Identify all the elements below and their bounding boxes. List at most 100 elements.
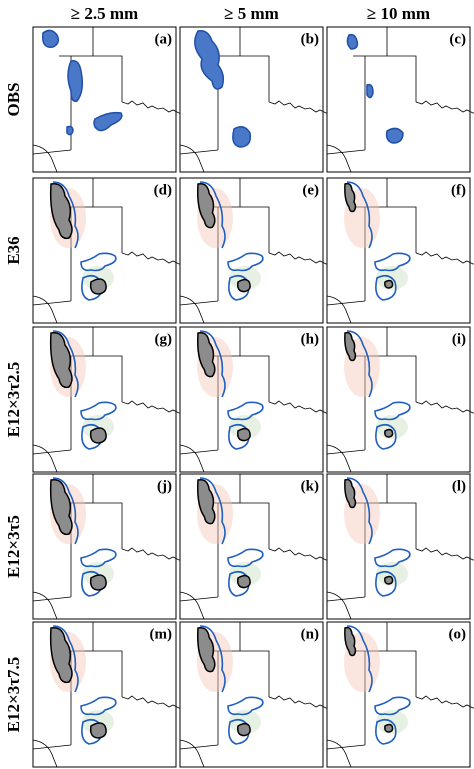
panel-label: (g): [155, 331, 173, 347]
probability-area: [89, 722, 107, 739]
state-borders: [179, 474, 328, 620]
probability-area: [237, 574, 251, 589]
panel: (g): [32, 326, 181, 473]
panel-label: (k): [301, 478, 319, 494]
panel: (b): [179, 26, 328, 173]
panel-label: (j): [157, 478, 172, 494]
observed-area: [41, 29, 60, 48]
state-borders: [179, 327, 328, 473]
observed-contour: [199, 330, 226, 398]
panel: (m): [32, 621, 181, 768]
panel-label: (e): [302, 182, 319, 198]
observed-contour: [346, 330, 373, 398]
panel: (l): [326, 473, 474, 620]
probability-area: [344, 478, 357, 509]
probability-area: [89, 574, 107, 591]
row-label: E36: [4, 236, 23, 264]
state-borders: [179, 622, 328, 768]
state-borders: [179, 27, 328, 173]
probability-area: [237, 278, 251, 293]
observed-contour: [228, 718, 250, 745]
panel-label: (l): [452, 478, 466, 494]
observed-contour: [80, 401, 117, 421]
probability-area: [197, 626, 216, 673]
probability-area: [344, 626, 357, 657]
observed-contour: [227, 252, 264, 272]
column-header: ≥ 10 mm: [367, 4, 430, 23]
observed-contour: [80, 252, 117, 272]
state-borders: [179, 178, 328, 324]
observed-contour: [52, 181, 79, 249]
probability-area: [384, 279, 394, 289]
observed-contour: [199, 477, 226, 545]
panel-label: (f): [451, 182, 466, 198]
column-header: ≥ 2.5 mm: [71, 4, 138, 23]
observed-area: [366, 83, 374, 99]
observed-contour: [227, 696, 264, 716]
probability-area: [384, 575, 394, 585]
observed-contour: [52, 477, 79, 545]
probability-area: [344, 182, 357, 213]
state-borders: [32, 327, 181, 473]
panel-label: (a): [155, 31, 173, 47]
observed-contour: [199, 625, 226, 693]
panel-label: (n): [301, 626, 319, 642]
observed-contour: [227, 548, 264, 568]
row-label: E12×3τ2.5: [4, 362, 23, 438]
observed-contour: [375, 718, 397, 745]
probability-area: [89, 278, 107, 295]
state-borders: [326, 27, 474, 173]
panel: (o): [326, 621, 474, 768]
observed-contour: [228, 274, 250, 301]
probability-area: [384, 428, 394, 438]
panel-label: (c): [449, 31, 466, 47]
observed-area: [194, 29, 225, 90]
observed-contour: [228, 423, 250, 450]
panel-frame: [326, 26, 471, 173]
observed-contour: [374, 252, 411, 272]
panel: (n): [179, 621, 328, 768]
probability-area: [237, 722, 251, 737]
probability-area: [197, 182, 216, 229]
row-label: E12×3τ5: [4, 515, 23, 578]
observed-contour: [374, 548, 411, 568]
state-borders: [32, 474, 181, 620]
observed-area: [66, 125, 74, 136]
observed-contour: [375, 274, 397, 301]
observed-contour: [199, 181, 226, 249]
observed-contour: [228, 570, 250, 597]
observed-area: [385, 127, 404, 144]
panel-label: (d): [154, 182, 172, 198]
panel: (e): [179, 177, 328, 324]
state-borders: [32, 27, 181, 173]
observed-contour: [80, 548, 117, 568]
probability-area: [197, 478, 216, 525]
panel: (c): [326, 26, 474, 173]
probability-area: [49, 479, 73, 536]
panel-label: (h): [301, 331, 319, 347]
panel-frame: [32, 26, 177, 173]
probability-area: [384, 723, 394, 733]
panel: (j): [32, 473, 181, 620]
panel: (k): [179, 473, 328, 620]
panel-label: (i): [452, 331, 466, 347]
panel: (h): [179, 326, 328, 473]
panel-label: (b): [301, 31, 319, 47]
panel-label: (m): [150, 626, 173, 642]
panel: (f): [326, 177, 474, 324]
observed-area: [346, 33, 359, 50]
probability-area: [49, 332, 73, 389]
probability-area: [344, 331, 357, 362]
state-borders: [326, 327, 474, 473]
observed-contour: [80, 696, 117, 716]
observed-contour: [52, 625, 79, 693]
probability-area: [49, 183, 73, 240]
row-label: E12×3τ7.5: [4, 657, 23, 733]
observed-contour: [52, 330, 79, 398]
panel: (i): [326, 326, 474, 473]
panel-label: (o): [449, 626, 467, 642]
observed-contour: [374, 401, 411, 421]
column-header: ≥ 5 mm: [224, 4, 279, 23]
probability-area: [237, 427, 251, 442]
